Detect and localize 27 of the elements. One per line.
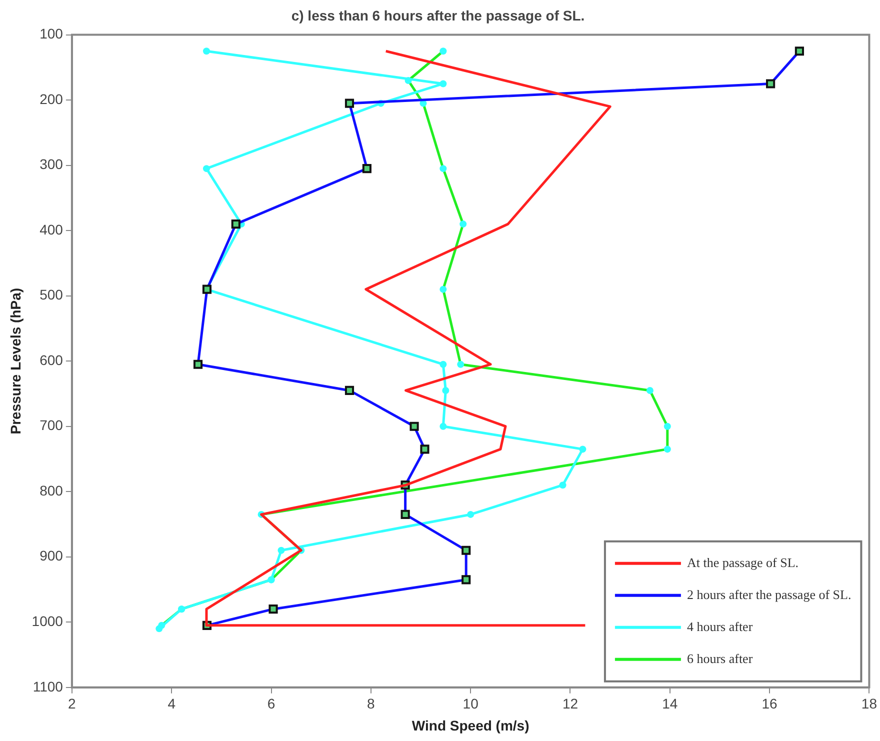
y-tick-label: 100 xyxy=(40,26,64,42)
y-tick-label: 1100 xyxy=(32,678,64,694)
legend-label: At the passage of SL. xyxy=(686,554,799,570)
legend-label: 6 hours after xyxy=(686,650,754,666)
y-axis-title: Pressure Levels (hPa) xyxy=(7,288,24,434)
chart-title: c) less than 6 hours after the passage of SL. xyxy=(291,7,585,24)
x-tick-label: 4 xyxy=(168,696,176,712)
y-tick-label: 600 xyxy=(40,352,64,368)
y-tick-label: 200 xyxy=(40,90,64,107)
y-tick-label: 800 xyxy=(40,482,64,498)
x-tick-label: 12 xyxy=(562,696,578,712)
y-tick-label: 1000 xyxy=(32,613,64,629)
legend-label: 2 hours after the passage of SL. xyxy=(686,586,852,602)
x-tick-label: 2 xyxy=(68,696,76,712)
y-tick-label: 300 xyxy=(40,156,64,172)
x-tick-label: 6 xyxy=(267,696,276,712)
x-axis-title: Wind Speed (m/s) xyxy=(412,717,530,734)
x-tick-label: 10 xyxy=(462,696,479,712)
y-tick-label: 900 xyxy=(40,548,64,564)
y-tick-label: 500 xyxy=(40,286,64,303)
y-tick-label: 700 xyxy=(40,417,64,434)
legend-label: 4 hours after xyxy=(686,618,754,634)
x-tick-label: 14 xyxy=(662,696,678,712)
x-tick-label: 16 xyxy=(762,696,778,712)
x-tick-label: 8 xyxy=(367,696,376,712)
x-tick-label: 18 xyxy=(861,696,878,712)
y-tick-label: 400 xyxy=(40,221,64,238)
